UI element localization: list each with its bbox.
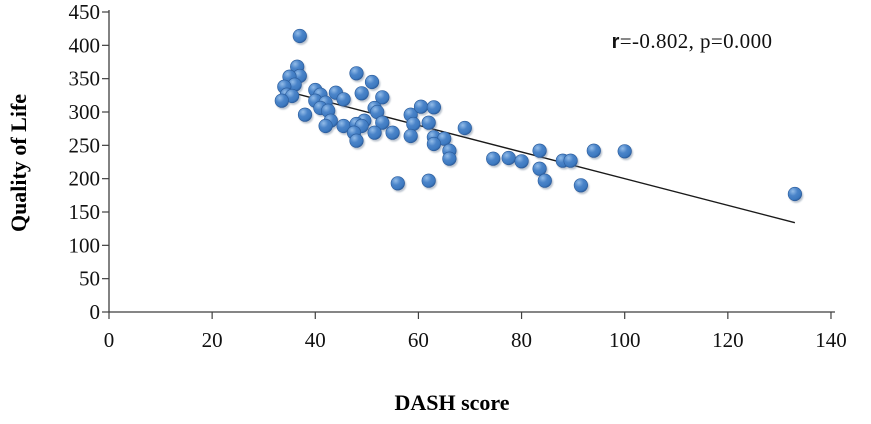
- y-tick-label: 300: [69, 100, 101, 124]
- data-point: [406, 116, 421, 132]
- data-point: [486, 151, 501, 166]
- x-tick-label: 80: [511, 328, 532, 352]
- y-tick-label: 450: [69, 0, 101, 24]
- data-point: [318, 118, 333, 134]
- y-tick-label: 50: [79, 267, 100, 291]
- data-point: [426, 100, 442, 115]
- data-point: [385, 125, 400, 140]
- data-point: [297, 107, 313, 122]
- x-tick-label: 20: [202, 328, 223, 352]
- data-point: [421, 173, 436, 188]
- data-point: [390, 176, 405, 191]
- y-tick-label: 400: [69, 33, 101, 57]
- data-point: [457, 120, 472, 136]
- data-point: [563, 153, 578, 168]
- data-point: [403, 128, 418, 144]
- y-axis-title: Quality of Life: [6, 94, 31, 232]
- data-point: [532, 143, 547, 158]
- x-axis-tick-labels: 0 20 40 60 80 100 120 140: [104, 328, 847, 352]
- x-tick-label: 40: [305, 328, 326, 352]
- x-tick-label: 100: [609, 328, 641, 352]
- data-point: [367, 125, 382, 140]
- x-axis-title: DASH score: [394, 390, 509, 415]
- data-point: [617, 144, 632, 159]
- x-tick-label: 120: [712, 328, 744, 352]
- data-point: [413, 99, 429, 114]
- annotation-r-symbol: r: [612, 31, 620, 53]
- data-point: [336, 92, 351, 107]
- data-point: [573, 178, 589, 193]
- data-points: [274, 28, 803, 202]
- data-point: [375, 90, 390, 105]
- y-tick-label: 0: [90, 300, 101, 324]
- data-point: [514, 154, 529, 169]
- y-tick-label: 250: [69, 133, 101, 157]
- annotation-values: =-0.802, p=0.000: [620, 29, 773, 53]
- data-point: [442, 151, 457, 166]
- data-point: [537, 173, 552, 188]
- y-tick-label: 150: [69, 200, 101, 224]
- x-tick-label: 140: [815, 328, 847, 352]
- x-tick-label: 60: [408, 328, 429, 352]
- data-point: [421, 115, 436, 130]
- data-point: [354, 86, 369, 101]
- data-point: [274, 93, 289, 108]
- y-axis-tick-labels: 0 50 100 150 200 250 300 350 400 450: [69, 0, 101, 324]
- y-tick-label: 200: [69, 167, 101, 191]
- axes: [102, 10, 835, 319]
- data-point: [349, 66, 364, 81]
- y-tick-label: 350: [69, 67, 101, 91]
- data-point: [426, 136, 442, 152]
- data-point: [349, 133, 364, 148]
- data-point: [375, 115, 390, 130]
- correlation-annotation: r=-0.802, p=0.000: [612, 29, 773, 53]
- data-point: [586, 143, 601, 158]
- data-point: [532, 161, 547, 176]
- data-point: [364, 74, 380, 90]
- data-point: [501, 150, 516, 166]
- x-tick-label: 0: [104, 328, 115, 352]
- y-tick-label: 100: [69, 233, 101, 257]
- data-point: [292, 28, 307, 44]
- data-point: [787, 186, 803, 202]
